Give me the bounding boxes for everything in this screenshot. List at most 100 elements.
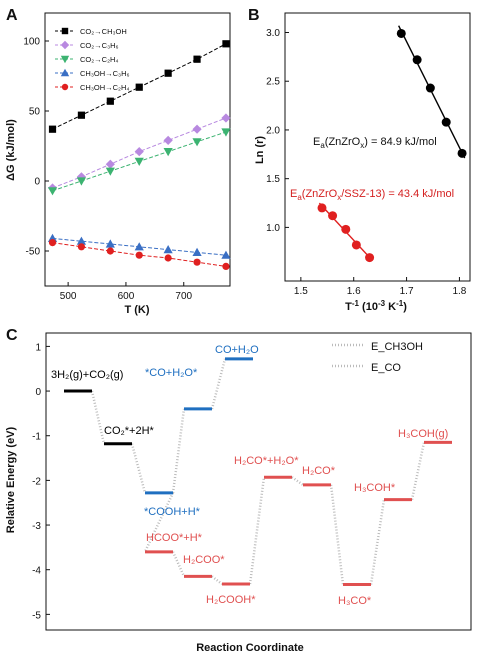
panel-c-level-label: *CO+H₂O*: [145, 367, 198, 379]
panel-a-ylabel: ΔG (kJ/mol): [5, 119, 17, 181]
panel-c-level-label: H₃COH*: [354, 482, 396, 494]
panel-c-legend-label: E_CH3OH: [371, 341, 423, 353]
panel-a-legend-label: CO₂→C₃H₆: [80, 41, 119, 50]
panel-c-level-label: H₂COOH*: [206, 594, 256, 606]
panel-a-point: [221, 250, 231, 259]
panel-b-point: [412, 55, 422, 65]
panel-a-legend-label: CH₃OH→C₂H₄: [80, 83, 129, 92]
panel-c-ytick-label: -3: [32, 521, 41, 532]
panel-a-point: [48, 239, 57, 247]
panel-a-point: [76, 236, 87, 245]
panel-b-ytick-label: 2.0: [266, 125, 280, 136]
panel-c-connector: [410, 442, 426, 500]
panel-a-point: [105, 239, 115, 248]
panel-a-point: [76, 177, 87, 186]
panel-c-level-label: HCOO*+H*: [146, 532, 203, 544]
panel-a-point: [192, 124, 202, 134]
panel-c-level-label: H₃COH(g): [398, 428, 448, 440]
panel-a-legend-label: CO₂→C₂H₄: [80, 55, 118, 64]
panel-a-legend-marker: [60, 40, 70, 50]
panel-a-point: [164, 254, 172, 262]
panel-c-level-label: CO₂*+2H*: [104, 425, 155, 437]
panel-a-point: [47, 187, 58, 196]
panel-a-point: [221, 113, 231, 123]
panel-b-ytick-label: 1.0: [266, 223, 280, 234]
panel-a-point: [77, 111, 86, 119]
panel-a-point: [193, 258, 201, 266]
panel-a-point: [164, 69, 172, 77]
panel-b-xtick-label: 1.7: [400, 286, 414, 297]
panel-c-ytick-label: 1: [35, 342, 41, 353]
panel-a-frame: [44, 12, 231, 287]
panel-a-point: [135, 251, 143, 259]
panel-a-legend-marker: [60, 68, 70, 77]
panel-a-xtick-label: 600: [118, 291, 135, 302]
panel-a-xtick-label: 500: [60, 291, 77, 302]
panel-c-letter: C: [6, 327, 18, 344]
panel-c-connector: [211, 575, 223, 585]
panel-b-point: [425, 83, 435, 93]
panel-c-connector: [171, 408, 186, 494]
panel-c-legend-label: E_CO: [371, 362, 401, 374]
panel-b-ylabel: Ln (r): [254, 136, 266, 164]
panel-b-letter: B: [248, 7, 260, 24]
panel-b-annotation-ssz13: Ea(ZnZrOx/SSZ-13) = 43.4 kJ/mol: [290, 188, 454, 202]
panel-c-connector: [291, 476, 304, 486]
panel-c-ytick-label: -5: [32, 610, 41, 621]
panel-c-level-label: H₂CO*+H₂O*: [234, 455, 299, 467]
panel-c-connector: [130, 443, 147, 494]
panel-c-level-label: H₂CO*: [302, 465, 336, 477]
panel-a-xlabel: T (K): [124, 304, 149, 316]
panel-a-point: [192, 138, 202, 147]
panel-b-ytick-label: 1.5: [266, 174, 280, 185]
panel-c-connector: [329, 484, 345, 585]
panel-a-ytick-label: 100: [23, 37, 40, 48]
panel-c-connector: [248, 477, 266, 585]
panel-c-connector: [369, 499, 386, 585]
panel-b-annotation-znzrox: Ea(ZnZrOx) = 84.9 kJ/mol: [313, 136, 437, 150]
panel-b-xtick-label: 1.6: [347, 286, 361, 297]
panel-b-point: [365, 253, 375, 263]
panel-c-connector: [90, 390, 106, 445]
panel-a-ytick-label: -50: [26, 247, 41, 258]
panel-a-legend-marker: [61, 83, 69, 91]
panel-c-connector: [210, 358, 227, 410]
panel-a-point: [163, 135, 173, 145]
panel-a-legend-marker: [60, 55, 70, 64]
panel-a-point: [106, 97, 114, 105]
panel-a-point: [163, 245, 173, 254]
panel-a-point: [193, 55, 201, 63]
panel-c-level-label: *COOH+H*: [144, 506, 201, 518]
panel-c-xlabel: Reaction Coordinate: [196, 642, 304, 654]
panel-b-point: [341, 224, 351, 234]
panel-b-xtick-label: 1.8: [452, 286, 466, 297]
panel-a-point: [192, 247, 202, 256]
panel-a-letter: A: [6, 7, 18, 24]
panel-c-frame: [45, 332, 472, 631]
panel-c-ytick-label: -4: [32, 566, 41, 577]
panel-a-point: [134, 157, 144, 166]
panel-c-ylabel: Relative Energy (eV): [5, 426, 17, 533]
panel-b-ytick-label: 2.5: [266, 77, 280, 88]
panel-b-point: [317, 203, 327, 213]
panel-a-point: [48, 125, 57, 133]
panel-a-point: [105, 159, 115, 169]
panel-c-ytick-label: 0: [35, 387, 41, 398]
panel-a-point: [221, 128, 231, 137]
panel-b-frame: [284, 12, 471, 282]
panel-b-ytick-label: 3.0: [266, 28, 280, 39]
panel-c-connector: [143, 492, 175, 553]
panel-a-ytick-label: 50: [29, 107, 41, 118]
panel-c: C 1 0 -1 -2 -3 -4 -5 3H₂(g)+CO₂(g) CO₂*+2H* *COO…: [5, 327, 472, 654]
panel-a: A 500 600 700 -50 0 50 100 T (K) ΔG (kJ/mol) C…: [5, 7, 231, 316]
panel-a-point: [134, 242, 144, 251]
panel-a-point: [134, 147, 144, 157]
panel-a-ytick-label: 0: [34, 177, 40, 188]
panel-a-point: [163, 148, 173, 157]
panel-c-level-label: 3H₂(g)+CO₂(g): [51, 369, 123, 381]
panel-b-point: [351, 240, 361, 250]
panel-b-point: [457, 148, 467, 158]
panel-a-point: [106, 247, 114, 255]
panel-a-point: [135, 83, 143, 91]
